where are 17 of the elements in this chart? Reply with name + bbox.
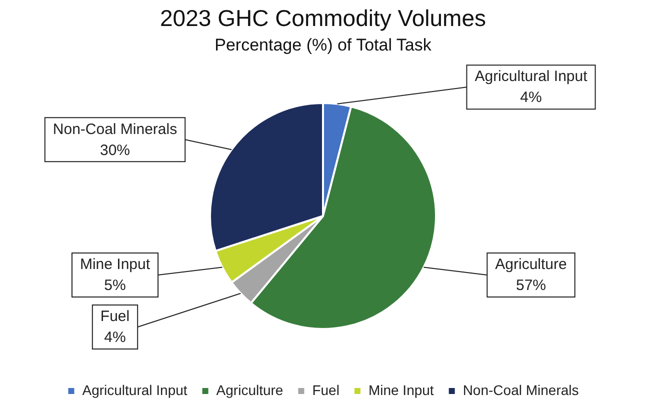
legend-label: Agriculture <box>216 382 284 398</box>
chart-subtitle: Percentage (%) of Total Task <box>214 35 432 54</box>
legend-label: Agricultural Input <box>82 382 188 398</box>
slice-label: Agriculture <box>495 256 567 274</box>
slice-label: Fuel <box>100 308 130 326</box>
legend-label: Mine Input <box>368 382 434 398</box>
data-label: 4% <box>104 329 126 346</box>
data-label: 4% <box>520 89 542 106</box>
data-label: 30% <box>100 142 130 159</box>
data-label: 57% <box>516 277 546 294</box>
legend-label: Fuel <box>312 382 340 398</box>
slice-label: Non-Coal Minerals <box>52 120 178 138</box>
chart-title: 2023 GHC Commodity Volumes <box>160 5 486 32</box>
slice-label: Mine Input <box>80 256 151 274</box>
data-label: 5% <box>104 277 126 294</box>
slice-label: Agricultural Input <box>474 68 588 86</box>
legend-label: Non-Coal Minerals <box>462 382 579 398</box>
